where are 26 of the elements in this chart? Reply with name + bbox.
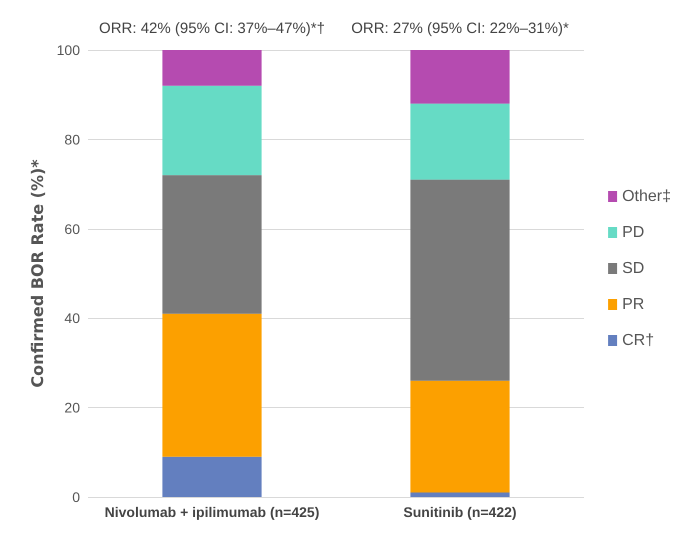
annotation: ORR: 27% (95% CI: 22%–31%)* [351, 20, 569, 37]
legend-label: SD [622, 260, 644, 277]
x-tick-label: Sunitinib (n=422) [403, 504, 517, 520]
y-tick-label: 100 [56, 42, 80, 58]
bar [162, 314, 262, 457]
y-tick-label: 0 [72, 489, 80, 505]
legend-label: PD [622, 224, 644, 241]
bar [162, 175, 262, 314]
bar [410, 104, 510, 180]
annotation: ORR: 42% (95% CI: 37%–47%)*† [99, 20, 325, 37]
y-tick-label: 80 [64, 131, 80, 148]
bar [162, 50, 262, 86]
bar [410, 492, 510, 497]
bar [410, 180, 510, 381]
bar [410, 380, 510, 493]
y-tick-label: 40 [64, 310, 80, 326]
legend-label: CR† [622, 332, 654, 349]
legend-label: PR [622, 296, 644, 313]
y-tick-label: 20 [64, 400, 80, 416]
bar [162, 456, 262, 497]
bar [162, 86, 262, 176]
bar [410, 50, 510, 104]
y-tick-label: 60 [64, 220, 80, 237]
legend-label: Other‡ [622, 188, 672, 205]
x-tick-label: Nivolumab + ipilimumab (n=425) [104, 504, 320, 520]
y-axis-title: Confirmed BOR Rate (%)* [28, 158, 48, 388]
